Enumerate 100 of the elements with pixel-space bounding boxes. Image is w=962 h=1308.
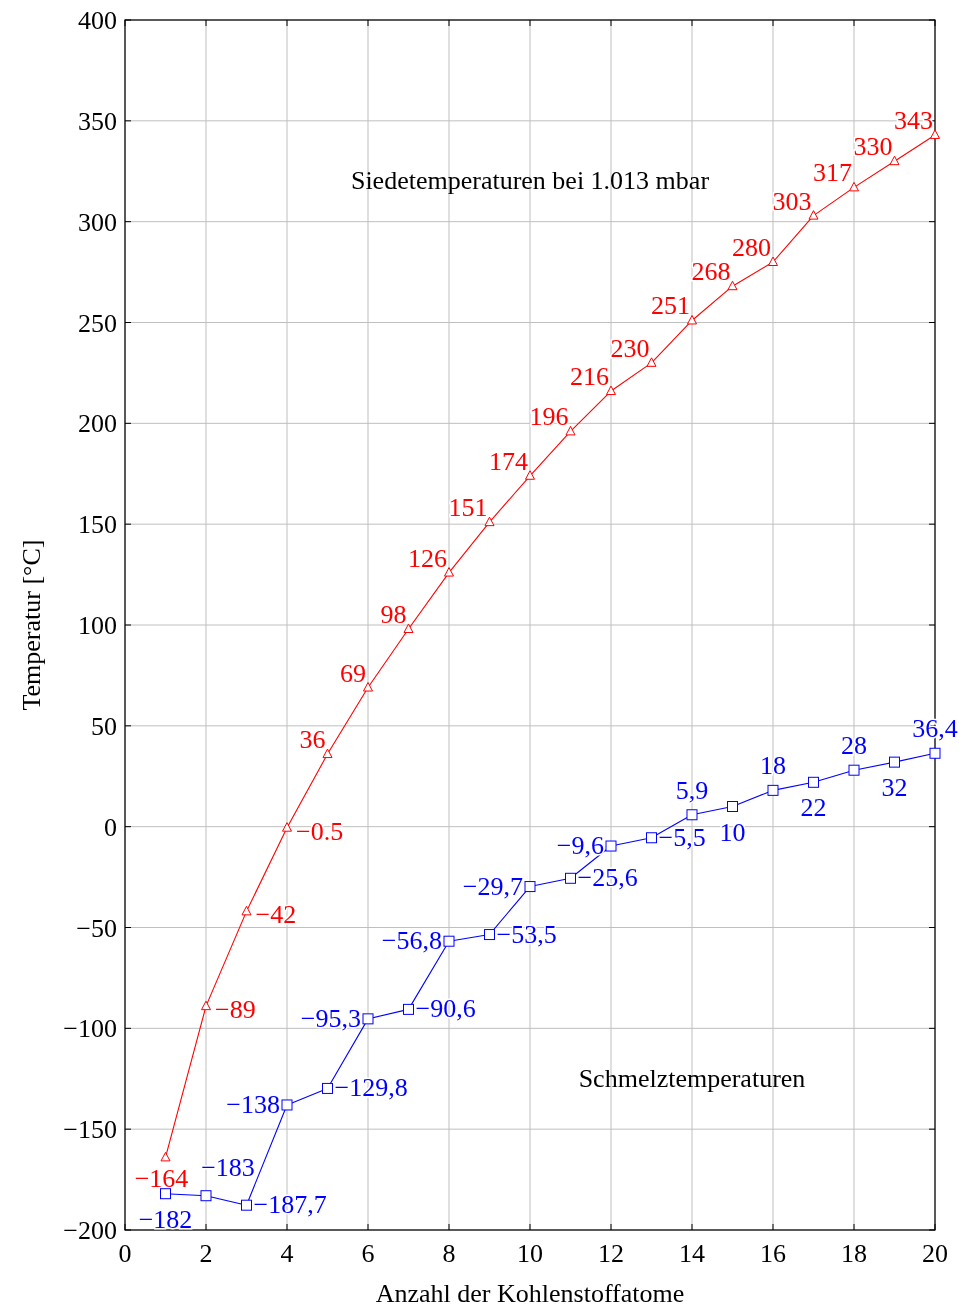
point — [322, 1082, 333, 1094]
point — [160, 1188, 171, 1200]
point — [524, 881, 536, 893]
data-label: −183 — [201, 1152, 255, 1182]
point — [889, 756, 900, 768]
x-tick-label: 6 — [361, 1239, 375, 1268]
data-label: −89 — [215, 995, 256, 1025]
data-label: −182 — [138, 1204, 193, 1234]
data-label: −187,7 — [253, 1190, 327, 1220]
point — [484, 516, 495, 527]
y-tick-label: 50 — [91, 711, 117, 741]
point — [848, 764, 860, 776]
point — [525, 470, 535, 480]
point — [200, 1190, 212, 1202]
data-label: 69 — [340, 658, 366, 688]
data-label: −9,6 — [556, 831, 604, 861]
data-label: −0.5 — [296, 816, 344, 846]
point — [606, 385, 616, 396]
point — [646, 357, 657, 367]
x-tick-label: 4 — [280, 1239, 294, 1268]
data-label: 98 — [380, 600, 407, 630]
data-label: 280 — [732, 233, 771, 262]
data-label: 230 — [610, 333, 650, 363]
x-tick-label: 14 — [679, 1239, 705, 1268]
y-tick-label: −150 — [63, 1115, 117, 1145]
data-label: −5,5 — [658, 822, 706, 852]
point — [605, 840, 617, 852]
data-label: −138 — [226, 1089, 280, 1119]
data-label: 126 — [408, 543, 447, 573]
data-label: −53,5 — [496, 919, 557, 949]
x-tick-label: 18 — [841, 1239, 867, 1268]
data-label: 28 — [841, 731, 867, 761]
point — [565, 872, 576, 884]
point — [686, 809, 698, 821]
x-tick-label: 10 — [517, 1239, 543, 1268]
data-label: 32 — [881, 773, 908, 803]
x-axis-title: Anzahl der Kohlenstoffatome — [375, 1279, 685, 1308]
point — [767, 784, 779, 796]
data-label: 216 — [570, 362, 609, 392]
point — [363, 682, 373, 692]
x-tick-label: 16 — [760, 1239, 786, 1268]
data-label: 251 — [651, 291, 690, 321]
data-label: −129,8 — [334, 1073, 408, 1103]
point — [281, 1099, 293, 1111]
data-label: 10 — [719, 817, 746, 847]
data-label: 196 — [529, 402, 569, 432]
point — [282, 822, 292, 832]
data-label: 303 — [772, 186, 812, 216]
point — [808, 210, 819, 220]
y-tick-label: 200 — [78, 409, 117, 439]
x-tick-label: 20 — [922, 1239, 948, 1268]
y-tick-label: −50 — [76, 913, 117, 943]
y-tick-label: 0 — [104, 812, 117, 842]
point — [849, 181, 859, 192]
y-tick-label: 250 — [78, 308, 117, 338]
data-label: 317 — [813, 158, 852, 188]
point — [241, 1199, 252, 1211]
data-label: 5,9 — [675, 775, 709, 805]
y-axis-title: Temperatur [°C] — [17, 539, 46, 711]
point — [646, 832, 657, 844]
y-tick-label: −200 — [63, 1216, 117, 1245]
data-label: −95,3 — [300, 1003, 361, 1033]
data-label: 36 — [299, 725, 326, 755]
point — [201, 1000, 211, 1011]
point — [929, 747, 941, 759]
annotation: Siedetemperaturen bei 1.013 mbar — [350, 166, 710, 196]
point — [241, 905, 252, 916]
x-tick-label: 12 — [598, 1239, 624, 1268]
y-tick-label: 350 — [78, 106, 117, 136]
point — [889, 155, 900, 166]
data-label: 151 — [448, 493, 488, 523]
y-tick-label: 300 — [78, 207, 117, 237]
point — [403, 623, 414, 634]
point — [322, 748, 333, 759]
y-tick-label: 400 — [78, 6, 117, 35]
point — [768, 256, 778, 266]
point — [687, 314, 697, 325]
data-label: −25,6 — [577, 863, 638, 893]
data-label: 174 — [489, 446, 528, 476]
point — [484, 929, 495, 941]
point — [443, 935, 455, 947]
point — [808, 776, 819, 788]
data-label: −164 — [134, 1164, 189, 1194]
y-tick-label: 100 — [78, 611, 117, 640]
data-label: −90,6 — [415, 994, 476, 1024]
data-label: 22 — [800, 793, 827, 823]
data-label: 343 — [894, 105, 933, 135]
data-label: 268 — [691, 257, 731, 287]
annotation: Schmelztemperaturen — [578, 1064, 806, 1094]
point — [362, 1013, 374, 1025]
point — [565, 425, 576, 436]
point — [160, 1151, 171, 1162]
x-tick-label: 2 — [199, 1239, 213, 1268]
point — [930, 129, 940, 139]
data-label: 18 — [760, 751, 786, 781]
y-tick-label: −100 — [63, 1014, 117, 1044]
data-label: −29,7 — [462, 871, 523, 901]
data-label: 330 — [853, 132, 893, 162]
point — [444, 567, 454, 577]
data-label: −56,8 — [381, 926, 442, 956]
